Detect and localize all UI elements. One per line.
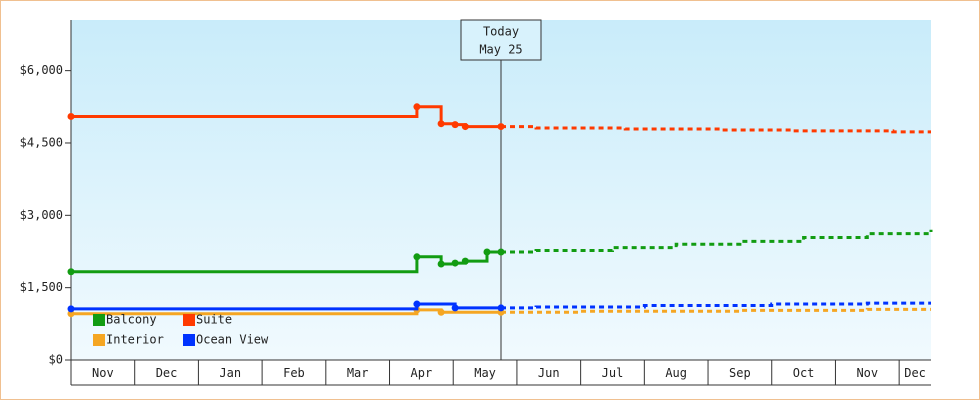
- x-tick-label: Aug: [665, 366, 687, 380]
- forecast-line: [501, 301, 931, 310]
- price-point: [437, 260, 445, 268]
- price-point: [413, 253, 421, 261]
- price-line: [71, 302, 501, 311]
- legend-label: Balcony: [106, 313, 157, 327]
- today-label: May 25: [479, 43, 522, 57]
- legend-label: Interior: [106, 333, 164, 347]
- x-tick-label: May: [474, 366, 496, 380]
- price-point: [413, 103, 421, 111]
- x-tick-label: Sep: [729, 366, 751, 380]
- today-label: Today: [483, 25, 519, 39]
- x-tick-label: Apr: [411, 366, 433, 380]
- x-tick-label: Jan: [219, 366, 241, 380]
- legend-swatch: [183, 314, 195, 326]
- x-tick-label: Jul: [602, 366, 624, 380]
- price-point: [483, 248, 491, 256]
- price-line: [71, 308, 501, 316]
- forecast-line: [501, 229, 933, 254]
- price-point: [497, 248, 505, 256]
- price-point: [67, 112, 75, 120]
- price-point: [497, 123, 505, 131]
- legend-swatch: [183, 334, 195, 346]
- x-tick-label: Dec: [156, 366, 178, 380]
- legend-swatch: [93, 314, 105, 326]
- price-point: [437, 308, 445, 316]
- x-tick-label: Oct: [793, 366, 815, 380]
- plot: $0 $1,500 $3,000 $4,500 $6,000 Nov Dec Jan Feb Ma…: [20, 19, 933, 386]
- x-tick-label: Jun: [538, 366, 560, 380]
- x-tick-label: Nov: [856, 366, 878, 380]
- price-point: [451, 304, 459, 312]
- legend-label: Ocean View: [196, 333, 269, 347]
- price-point: [67, 268, 75, 276]
- legend-label: Suite: [196, 313, 232, 327]
- forecast-line: [501, 125, 931, 134]
- x-tick-label: Dec: [904, 366, 926, 380]
- price-point: [461, 123, 469, 131]
- price-point: [67, 305, 75, 313]
- price-point: [451, 259, 459, 267]
- x-tick-label: Nov: [92, 366, 114, 380]
- price-point: [497, 304, 505, 312]
- x-tick-label: Mar: [347, 366, 369, 380]
- y-tick-label: $4,500: [20, 135, 63, 149]
- price-point: [461, 257, 469, 265]
- price-point: [67, 310, 75, 318]
- y-tick-label: $3,000: [20, 208, 63, 222]
- y-tick-label: $0: [49, 353, 63, 367]
- forecast-line: [501, 307, 931, 314]
- legend-swatch: [93, 334, 105, 346]
- price-point: [451, 121, 459, 129]
- y-tick-label: $1,500: [20, 280, 63, 294]
- x-tick-label: Feb: [283, 366, 305, 380]
- today-box: [460, 19, 542, 61]
- price-point: [437, 120, 445, 128]
- price-point: [413, 300, 421, 308]
- y-tick-label: $6,000: [20, 63, 63, 77]
